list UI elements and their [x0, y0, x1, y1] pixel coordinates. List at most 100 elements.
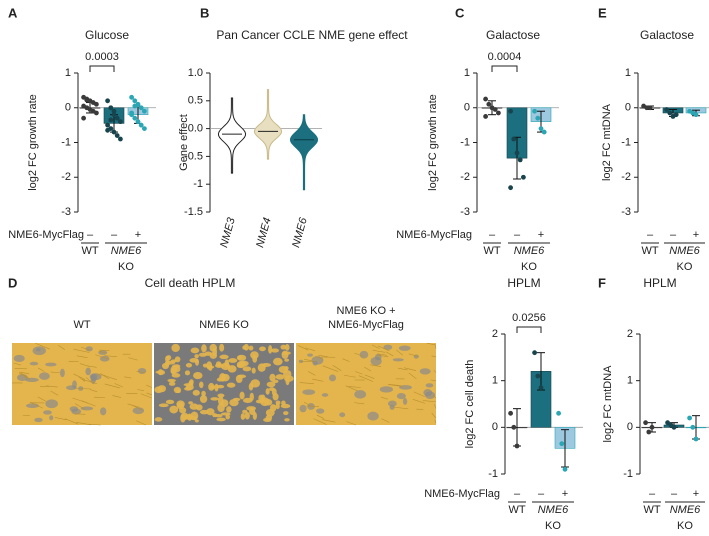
y-tick-label: 0.0 [188, 123, 203, 135]
data-point [108, 117, 114, 123]
y-tick-label: 0 [627, 421, 633, 433]
micrograph-blob [158, 369, 164, 376]
micrograph-fiber [87, 365, 97, 368]
data-point [496, 110, 501, 116]
micrograph-blob [225, 414, 230, 420]
micrograph-fiber [354, 402, 365, 405]
condition-row-label: NME6-MycFlag [424, 488, 500, 500]
micrograph-blob [217, 393, 225, 398]
micrograph-blob [188, 401, 193, 405]
data-point [664, 107, 669, 112]
significance-bracket [89, 65, 115, 72]
data-point [562, 466, 568, 472]
y-tick-label: -1 [193, 178, 203, 190]
chart-title: Glucose [85, 28, 129, 42]
p-value: 0.0003 [85, 51, 119, 63]
micrograph-blob [240, 413, 246, 420]
micrograph-blob [398, 345, 411, 351]
micrograph-blob [246, 406, 257, 411]
data-point [132, 103, 138, 109]
micrograph-fiber [433, 370, 437, 373]
condition-label: – [489, 229, 496, 241]
micrograph-fiber [303, 359, 312, 361]
micrograph-fiber [137, 389, 145, 391]
micrograph-blob [219, 343, 225, 352]
micrograph-blob [269, 373, 276, 382]
micrograph-fiber [103, 374, 117, 381]
condition-label: – [670, 229, 677, 241]
micrograph-blob [266, 381, 276, 388]
micrograph-blob [199, 409, 209, 415]
micrograph-blob [215, 361, 222, 367]
micrograph-fiber [130, 404, 143, 411]
data-point [508, 185, 513, 191]
micrograph-fiber [146, 384, 153, 388]
data-point [111, 112, 117, 118]
micrograph-fiber [377, 354, 389, 358]
micrograph-blob [219, 354, 229, 360]
violin [217, 97, 247, 174]
y-tick-label: 1 [625, 67, 631, 79]
micrograph-fiber [104, 383, 120, 389]
micrograph-blob [339, 412, 346, 418]
micrograph-fiber [377, 345, 390, 352]
data-point [114, 133, 120, 138]
y-tick-label: 0 [464, 102, 470, 114]
micrograph-fiber [18, 371, 29, 378]
micrograph-blob [199, 381, 204, 389]
x-tick-label: NME6 [290, 216, 310, 249]
micrograph-blob [387, 400, 397, 407]
data-point [486, 101, 492, 107]
micrograph-blob [220, 412, 231, 416]
data-point [105, 98, 110, 104]
chart-title: Galactose [640, 28, 694, 42]
micrograph-fiber [358, 375, 374, 382]
p-value: 0.0004 [488, 51, 522, 63]
micrograph-fiber [322, 419, 336, 423]
micrograph-fiber [307, 371, 316, 376]
y-tick-label: 1 [65, 67, 71, 79]
micrograph-blob [284, 343, 290, 351]
micrograph-blob [189, 403, 199, 410]
y-tick-label: 1.0 [188, 67, 203, 79]
data-point [105, 122, 110, 128]
micrograph-fiber [345, 385, 358, 391]
x-tick-label: NME3 [218, 216, 238, 249]
chart-title: HPLM [507, 276, 540, 290]
condition-label: – [514, 229, 521, 241]
group-label: WT [643, 504, 660, 516]
data-point [673, 112, 679, 118]
micrograph-fiber [114, 383, 123, 388]
micrograph-fiber [303, 401, 312, 407]
y-tick-label: 0 [625, 102, 631, 114]
data-point [687, 415, 692, 421]
group-label: NME6 [111, 245, 142, 257]
panel-letter: C [455, 5, 465, 20]
micrograph-blob [383, 344, 393, 350]
micrograph-fiber [45, 385, 58, 388]
data-point [521, 174, 526, 180]
micrograph-blob [206, 408, 215, 416]
micrograph-fiber [74, 413, 86, 415]
micrograph-fiber [88, 423, 101, 426]
micrograph-blob [190, 347, 200, 354]
micrograph-blob [232, 397, 241, 402]
micrograph-fiber [54, 417, 67, 421]
micrograph-fiber [318, 354, 328, 357]
group-label: WT [641, 245, 658, 257]
data-point [142, 108, 147, 114]
significance-bracket [491, 65, 518, 72]
micrograph-blob [243, 343, 249, 351]
micrograph-fiber [75, 403, 85, 410]
micrograph-fiber [78, 376, 86, 382]
micrograph-fiber [408, 353, 419, 357]
condition-label: – [647, 229, 654, 241]
micrograph-blob [250, 351, 259, 359]
data-point [693, 112, 699, 118]
micrograph-fiber [140, 393, 153, 399]
data-point [118, 119, 123, 125]
panel-letter: F [598, 275, 606, 290]
micrograph-fiber [75, 388, 91, 390]
micrograph-blob [176, 389, 181, 393]
micrograph-blob [252, 411, 257, 420]
